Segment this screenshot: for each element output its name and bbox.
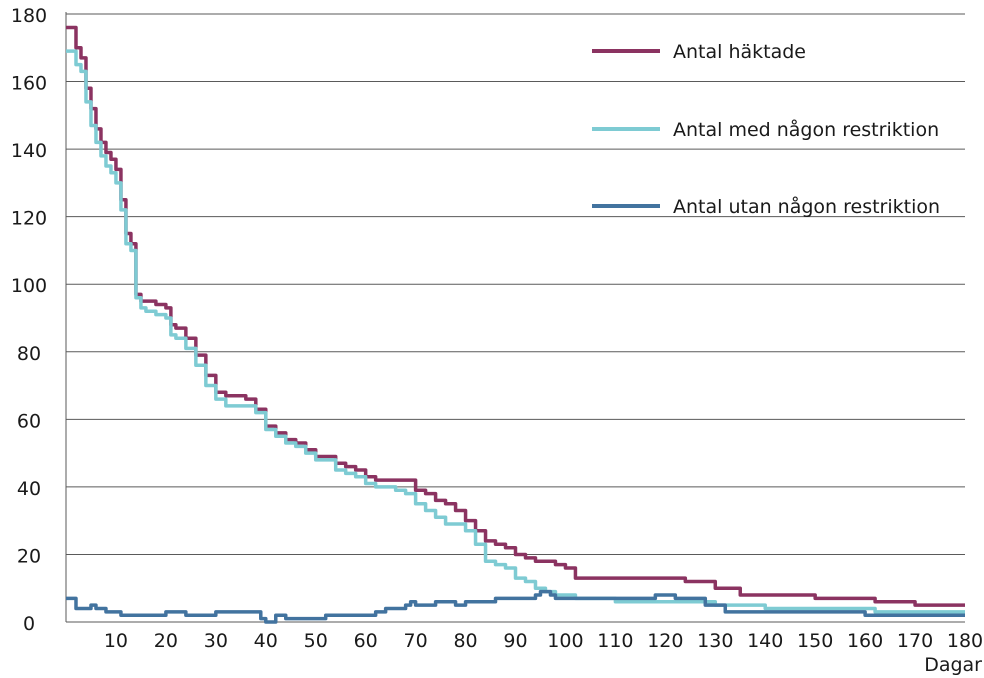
x-axis: 10 20 30 40 50 60 70 80 90 100 110 120 130 140 150 160 1…: [104, 630, 983, 652]
x-tick-label: 90: [503, 630, 527, 652]
x-tick-label: 60: [354, 630, 378, 652]
legend-label: Antal med någon restriktion: [673, 118, 939, 141]
x-tick-label: 130: [697, 630, 733, 652]
x-tick-label: 30: [204, 630, 228, 652]
x-tick-label: 20: [154, 630, 178, 652]
y-tick-label: 180: [11, 5, 47, 27]
y-tick-label: 20: [17, 545, 41, 567]
y-tick-label: 80: [17, 343, 41, 365]
x-tick-label: 110: [597, 630, 633, 652]
gridlines: [65, 12, 965, 623]
x-tick-label: 180: [947, 630, 983, 652]
x-tick-label: 140: [747, 630, 783, 652]
y-tick-label: 100: [11, 275, 47, 297]
x-tick-label: 170: [897, 630, 933, 652]
x-tick-label: 150: [797, 630, 833, 652]
x-axis-label: Dagar: [924, 654, 982, 676]
x-tick-label: 10: [104, 630, 128, 652]
y-tick-label: 0: [23, 613, 35, 635]
y-tick-label: 40: [17, 478, 41, 500]
x-tick-label: 70: [404, 630, 428, 652]
x-tick-label: 50: [304, 630, 328, 652]
legend: Antal häktade Antal med någon restriktion…: [592, 41, 940, 218]
legend-label: Antal häktade: [673, 41, 806, 63]
y-tick-label: 140: [11, 140, 47, 162]
x-tick-label: 80: [453, 630, 477, 652]
x-tick-label: 160: [847, 630, 883, 652]
legend-label: Antal utan någon restriktion: [673, 195, 940, 218]
x-tick-label: 120: [647, 630, 683, 652]
series-line-1: [66, 25, 965, 607]
y-tick-label: 60: [17, 410, 41, 432]
y-tick-label: 120: [11, 208, 47, 230]
y-axis: 0 20 40 60 80 100 120 140 160 180: [11, 5, 47, 635]
y-tick-label: 160: [11, 73, 47, 95]
series-lines: [66, 25, 965, 624]
x-tick-label: 100: [547, 630, 583, 652]
series-line-3: [66, 589, 965, 624]
x-tick-label: 40: [254, 630, 278, 652]
